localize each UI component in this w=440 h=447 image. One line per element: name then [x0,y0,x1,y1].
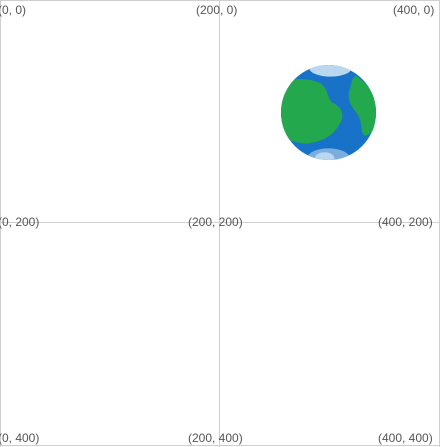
coord-label-400-200: (400, 200) [378,215,433,229]
grid-line-x-200 [219,0,220,447]
grid-line-y-0 [0,0,440,1]
earth-globe-icon [280,64,377,161]
coord-label-0-400: (0, 400) [0,431,40,445]
grid-line-x-0 [0,0,1,447]
coord-label-200-200: (200, 200) [188,215,243,229]
grid-line-y-200 [0,222,440,223]
coord-label-200-0: (200, 0) [196,3,238,17]
coord-label-200-400: (200, 400) [188,431,243,445]
coord-label-0-200: (0, 200) [0,215,40,229]
coord-label-400-400: (400, 400) [378,431,433,445]
coord-label-0-0: (0, 0) [0,3,27,17]
grid-line-y-400 [0,445,440,446]
coord-label-400-0: (400, 0) [393,3,435,17]
